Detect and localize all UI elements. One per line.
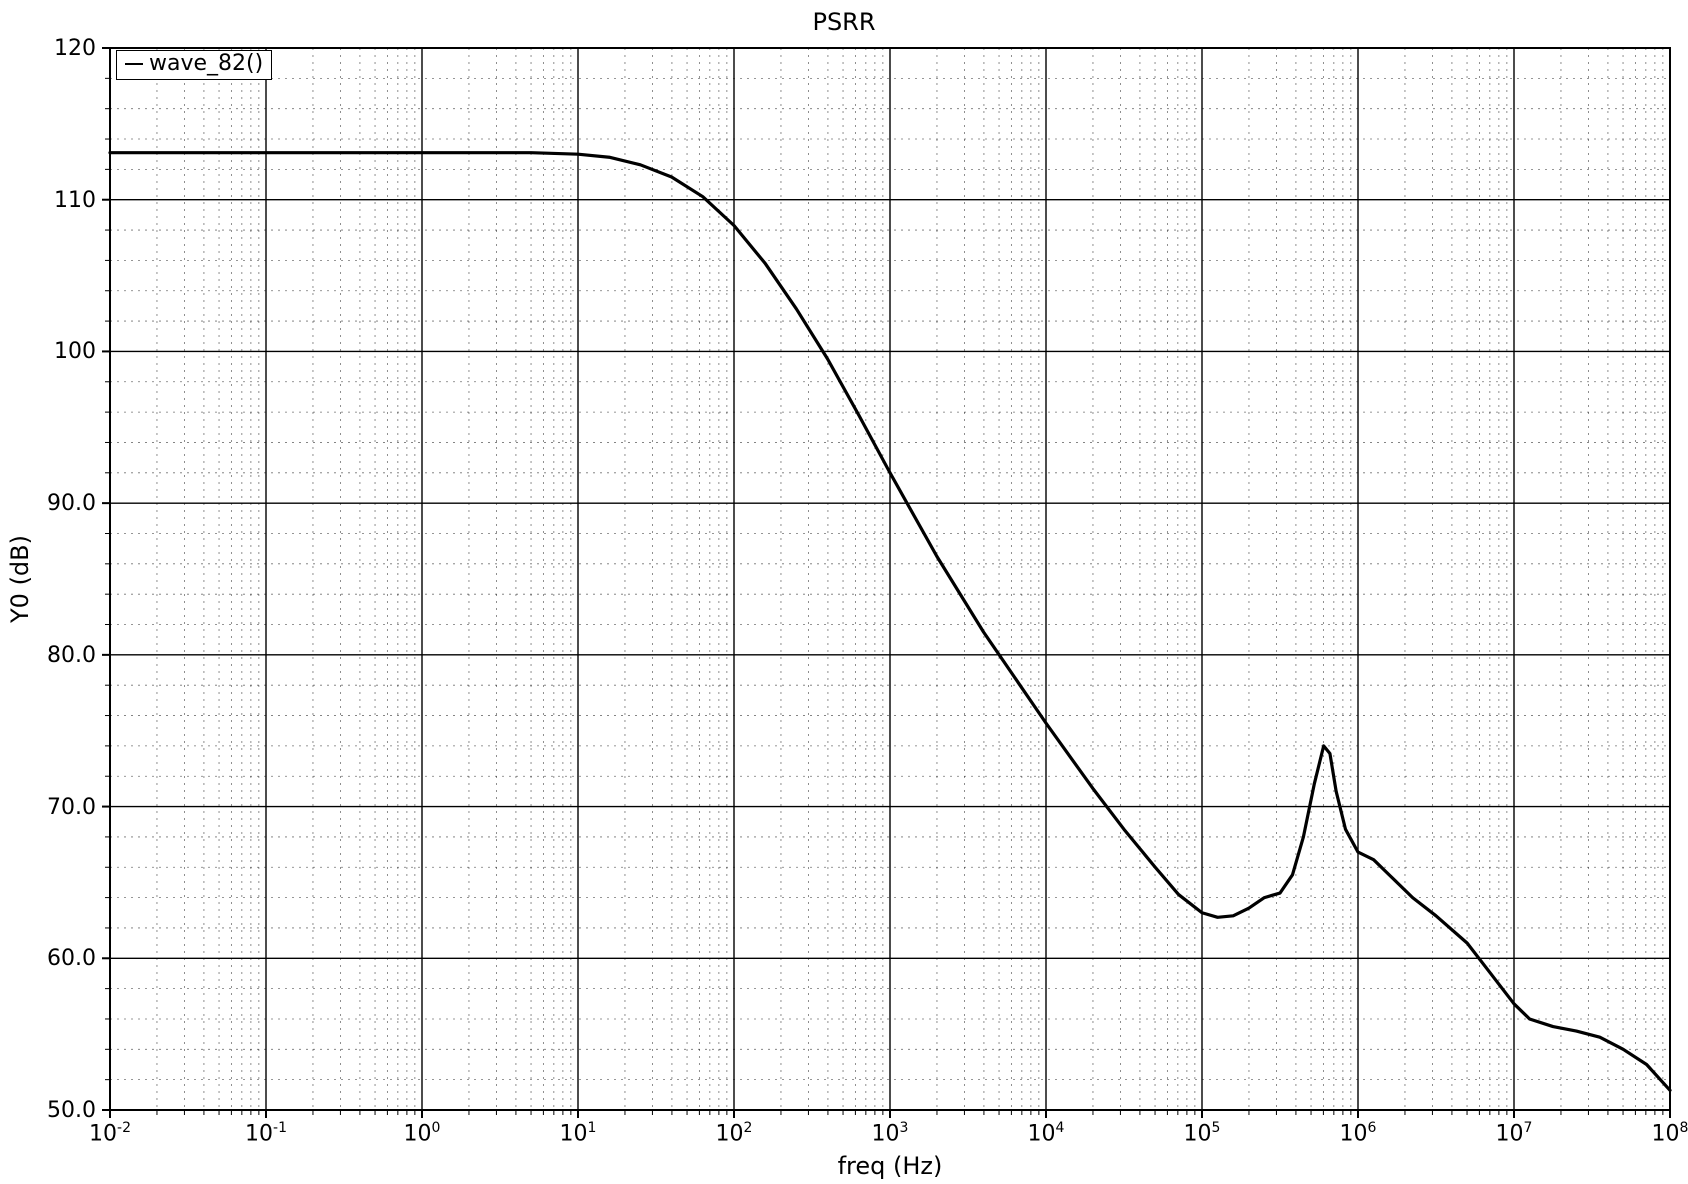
x-tick-label: 10-1 <box>245 1120 287 1146</box>
x-tick-label: 100 <box>404 1120 441 1146</box>
plot-svg <box>110 48 1670 1110</box>
chart-container: PSRR Y0 (dB) freq (Hz) wave_82() 10-2 10-… <box>0 0 1688 1184</box>
x-tick-label: 10-2 <box>89 1120 131 1146</box>
x-tick-label: 108 <box>1652 1120 1688 1146</box>
x-tick-label: 107 <box>1496 1120 1533 1146</box>
y-tick-label: 110 <box>54 188 96 213</box>
y-tick-label: 50.0 <box>47 1098 96 1123</box>
chart-title: PSRR <box>0 8 1688 36</box>
legend-label: wave_82() <box>149 53 263 75</box>
y-tick-label: 120 <box>54 36 96 61</box>
x-axis-label: freq (Hz) <box>838 1152 943 1180</box>
y-tick-label: 80.0 <box>47 643 96 668</box>
y-tick-label: 90.0 <box>47 491 96 516</box>
x-tick-label: 105 <box>1184 1120 1221 1146</box>
x-tick-label: 104 <box>1028 1120 1065 1146</box>
legend-swatch <box>125 63 143 66</box>
y-axis-label: Y0 (dB) <box>6 535 34 623</box>
x-tick-label: 106 <box>1340 1120 1377 1146</box>
y-tick-label: 100 <box>54 339 96 364</box>
x-tick-label: 102 <box>716 1120 753 1146</box>
x-tick-label: 103 <box>872 1120 909 1146</box>
x-tick-label: 101 <box>560 1120 597 1146</box>
legend: wave_82() <box>116 50 272 80</box>
y-tick-label: 70.0 <box>47 795 96 820</box>
y-tick-label: 60.0 <box>47 946 96 971</box>
